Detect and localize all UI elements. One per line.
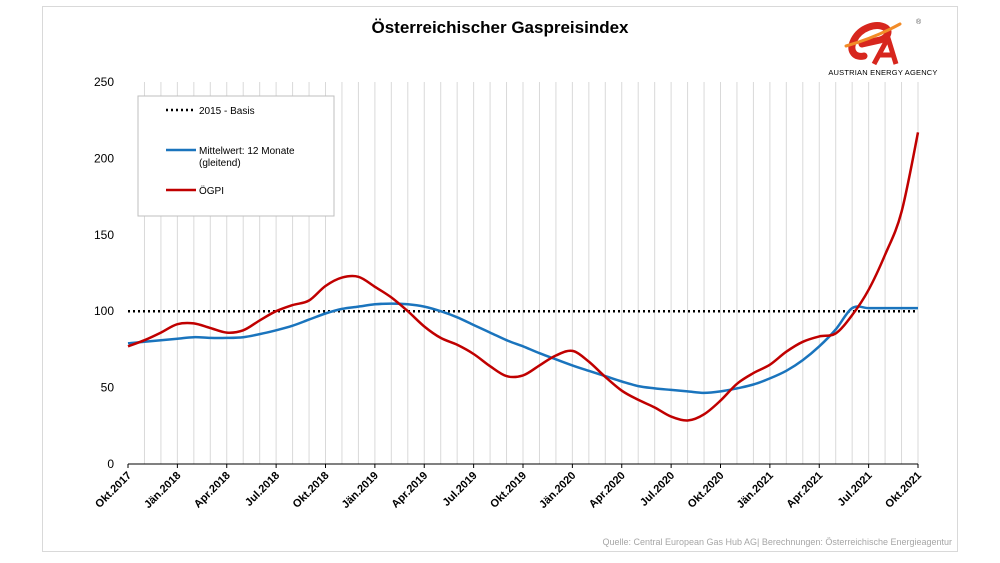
registered-mark: ®	[916, 18, 922, 26]
legend-label-oegpi: ÖGPI	[199, 185, 224, 197]
x-tick-label: Jul.2020	[638, 470, 677, 509]
x-tick-label: Jän.2020	[537, 470, 578, 511]
x-tick-label: Jän.2019	[340, 470, 381, 511]
source-note: Quelle: Central European Gas Hub AG| Ber…	[602, 537, 952, 547]
x-tick-label: Apr.2018	[192, 470, 233, 511]
x-tick-label: Jul.2021	[836, 470, 875, 509]
oegpi-series	[127, 132, 920, 422]
x-tick-label: Jän.2021	[735, 470, 776, 511]
x-tick-label: Apr.2019	[389, 470, 430, 511]
series-lines	[127, 132, 920, 422]
x-tick-label: Jän.2018	[142, 470, 183, 511]
moving-average-series	[127, 302, 918, 395]
austrian-energy-agency-logo-icon: ®	[816, 14, 952, 84]
x-tick-label: Apr.2020	[587, 470, 628, 511]
x-tick-label: Okt.2019	[488, 470, 529, 511]
y-tick-label: 100	[94, 304, 114, 318]
y-tick-label: 50	[101, 381, 115, 395]
x-tick-label: Okt.2020	[686, 470, 727, 511]
legend-label-moving-average-line2: (gleitend)	[199, 158, 241, 169]
legend-label-moving-average: Mittelwert: 12 Monate	[199, 146, 295, 157]
x-tick-label: Jul.2018	[243, 470, 282, 509]
chart-title: Österreichischer Gaspreisindex	[371, 18, 629, 37]
logo-text: AUSTRIAN ENERGY AGENCY	[828, 68, 938, 77]
y-tick-label: 250	[94, 75, 114, 89]
x-tick-label: Okt.2017	[93, 470, 134, 511]
legend-label-baseline: 2015 - Basis	[199, 106, 255, 117]
legend: 2015 - Basis Mittelwert: 12 Monate (glei…	[137, 95, 335, 217]
x-tick-label: Jul.2019	[441, 470, 480, 509]
y-tick-label: 150	[94, 228, 114, 242]
y-tick-label: 200	[94, 151, 114, 165]
x-tick-label: Okt.2021	[883, 470, 924, 511]
y-tick-label: 0	[107, 457, 114, 471]
x-tick-label: Okt.2018	[291, 470, 332, 511]
x-tick-label: Apr.2021	[784, 470, 825, 511]
legend-box	[137, 95, 335, 217]
